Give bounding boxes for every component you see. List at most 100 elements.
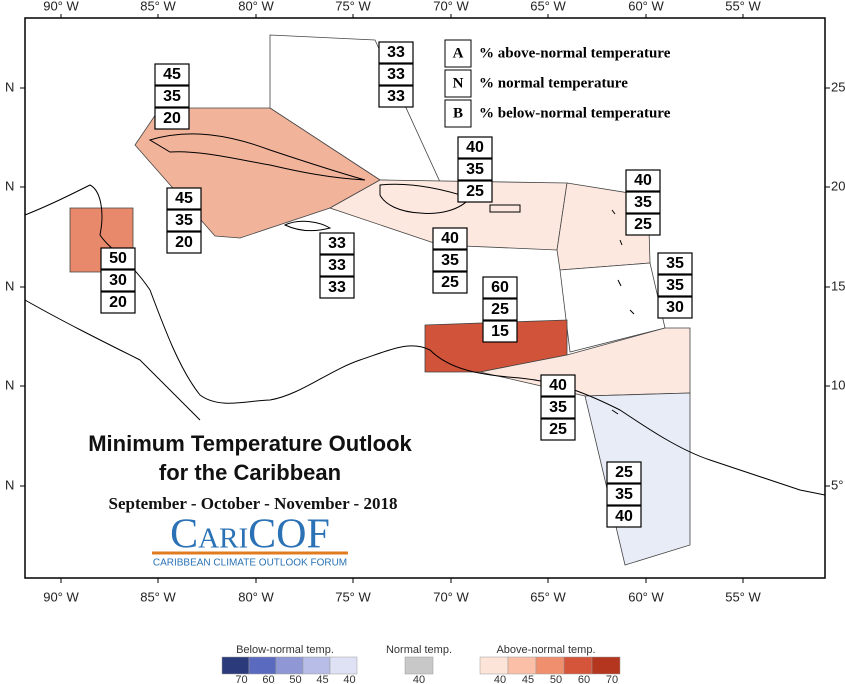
- box-value: 25: [491, 301, 509, 318]
- lon-label-top: 90° W: [43, 0, 79, 13]
- box-cell: [457, 136, 493, 159]
- lat-label-right: 5°: [831, 477, 843, 492]
- box-cell: [378, 63, 414, 86]
- title-line-1: Minimum Temperature Outlook: [88, 431, 412, 456]
- box-cell: [432, 271, 468, 294]
- key: A % above-normal temperature N % normal tem…: [444, 39, 671, 128]
- box-value: 25: [466, 183, 484, 200]
- color-legend-label: Below-normal temp.: [236, 644, 334, 656]
- box-value: 15: [491, 323, 509, 340]
- box-cell: [625, 213, 661, 236]
- box-cell: [457, 158, 493, 181]
- lon-label-top: 65° W: [530, 0, 566, 13]
- box-cell: [100, 291, 136, 314]
- lon-label-top: 55° W: [725, 0, 761, 13]
- color-swatch: [535, 656, 565, 675]
- box-cell: [378, 41, 414, 64]
- box-cell: [540, 396, 576, 419]
- title-line-2: for the Caribbean: [159, 460, 341, 485]
- box-cell: [457, 180, 493, 203]
- lon-label-top: 70° W: [433, 0, 469, 13]
- lon-label-bottom: 85° W: [140, 589, 176, 604]
- box-value: 33: [387, 66, 405, 83]
- box-cell: [625, 191, 661, 214]
- color-swatch: [563, 656, 593, 675]
- lat-label-left: N: [5, 278, 14, 293]
- color-tick-label: 70: [235, 674, 247, 684]
- box-cell: [540, 374, 576, 397]
- box-value: 35: [175, 212, 193, 229]
- box-cell: [154, 63, 190, 86]
- color-swatch: [275, 656, 304, 675]
- box-cell: [166, 209, 202, 232]
- lon-label-top: 60° W: [628, 0, 664, 13]
- box-cell: [378, 85, 414, 108]
- box-value: 25: [549, 421, 567, 438]
- key-letter: A: [453, 45, 464, 61]
- color-legend: Below-normal temp. 70 60 50 45 40 Normal temp.…: [221, 644, 621, 684]
- color-tick-label: 40: [494, 674, 506, 684]
- color-tick-label: 50: [289, 674, 301, 684]
- lon-label-top: 75° W: [335, 0, 371, 13]
- box-value: 35: [549, 399, 567, 416]
- coastlines: [24, 133, 826, 496]
- axes: 90° W 85° W 80° W 75° W 70° W 65° W 60° W 55° W…: [5, 0, 845, 604]
- box-value: 33: [328, 235, 346, 252]
- box-value: 40: [441, 230, 459, 247]
- color-swatch: [221, 656, 250, 675]
- lat-label-left: N: [5, 477, 14, 492]
- color-tick-label: 45: [316, 674, 328, 684]
- box-value: 20: [175, 234, 193, 251]
- box-cell: [100, 269, 136, 292]
- box-value: 50: [109, 250, 127, 267]
- box-cell: [482, 276, 518, 299]
- box-value: 40: [549, 377, 567, 394]
- logo: CariCOF: [170, 512, 330, 558]
- color-tick-label: 40: [413, 674, 425, 684]
- lon-label-bottom: 80° W: [238, 589, 274, 604]
- box-cell: [540, 418, 576, 441]
- box-cell: [432, 227, 468, 250]
- lat-label-left: N: [5, 79, 14, 94]
- lat-label-right: 10°: [831, 377, 845, 392]
- box-cell: [319, 276, 355, 299]
- coast-jamaica: [283, 220, 332, 232]
- box-value: 35: [615, 486, 633, 503]
- lat-label-right: 20°: [831, 178, 845, 193]
- box-cell: [657, 252, 693, 275]
- color-legend-label: Above-normal temp.: [496, 644, 595, 656]
- box-value: 40: [634, 172, 652, 189]
- key-cell: [444, 69, 472, 98]
- box-value: 45: [163, 66, 181, 83]
- lat-label-right: 25°: [831, 79, 845, 94]
- color-swatch: [302, 656, 331, 675]
- box-cell: [657, 296, 693, 319]
- box-value: 20: [163, 110, 181, 127]
- box-value: 35: [634, 194, 652, 211]
- lon-label-bottom: 70° W: [433, 589, 469, 604]
- box-value: 25: [615, 464, 633, 481]
- probability-boxes: 33 33 33 45 35 20 40 35 25 40 35 25 45 35 20 33 33 33 40 35…: [100, 41, 693, 528]
- color-legend-label: Normal temp.: [386, 644, 452, 656]
- box-value: 35: [666, 277, 684, 294]
- box-value: 35: [666, 255, 684, 272]
- box-cell: [100, 247, 136, 270]
- key-text: % normal temperature: [479, 75, 628, 91]
- logo-tagline: CARIBBEAN CLIMATE OUTLOOK FORUM: [153, 558, 347, 569]
- color-tick-label: 40: [343, 674, 355, 684]
- box-value: 33: [387, 44, 405, 61]
- coast-mainland: [24, 184, 826, 496]
- box-value: 25: [634, 216, 652, 233]
- box-cell: [154, 85, 190, 108]
- lon-label-bottom: 55° W: [725, 589, 761, 604]
- box-value: 40: [615, 508, 633, 525]
- color-tick-label: 45: [522, 674, 534, 684]
- box-cell: [625, 169, 661, 192]
- color-tick-label: 60: [262, 674, 274, 684]
- lat-label-left: N: [5, 377, 14, 392]
- lat-label-right: 15°: [831, 278, 845, 293]
- color-tick-label: 70: [606, 674, 618, 684]
- box-cell: [166, 231, 202, 254]
- box-cell: [166, 187, 202, 210]
